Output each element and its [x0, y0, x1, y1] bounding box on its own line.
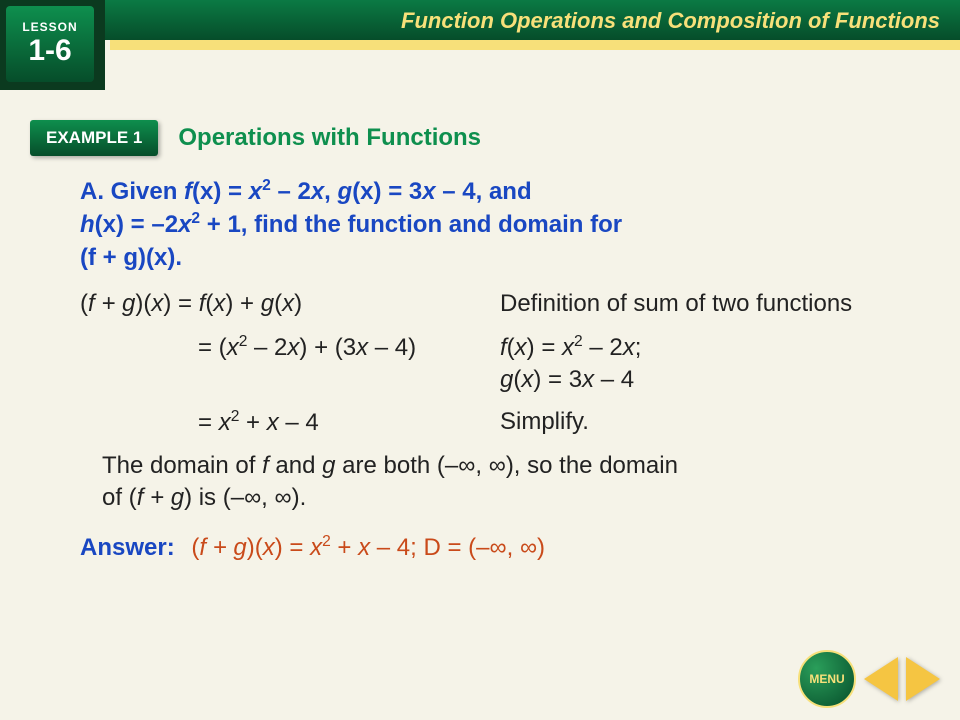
accent-bar — [110, 40, 960, 50]
lesson-label: LESSON — [22, 20, 77, 34]
step-2: = (x2 – 2x) + (3x – 4) f(x) = x2 – 2x;g(… — [80, 331, 900, 397]
content-area: A. Given f(x) = x2 – 2x, g(x) = 3x – 4, … — [80, 175, 900, 564]
answer-expression: (f + g)(x) = x2 + x – 4; D = (–∞, ∞) — [191, 534, 545, 561]
domain-explanation: The domain of f and g are both (–∞, ∞), … — [102, 450, 900, 515]
nav-controls: MENU — [798, 650, 940, 708]
prev-button[interactable] — [864, 657, 898, 701]
header-bar: Function Operations and Composition of F… — [0, 0, 960, 40]
problem-statement: A. Given f(x) = x2 – 2x, g(x) = 3x – 4, … — [80, 175, 900, 274]
menu-button[interactable]: MENU — [798, 650, 856, 708]
lesson-badge: LESSON 1-6 — [0, 0, 110, 95]
example-title: Operations with Functions — [178, 124, 481, 152]
next-button[interactable] — [906, 657, 940, 701]
answer-row: Answer: (f + g)(x) = x2 + x – 4; D = (–∞… — [80, 531, 900, 564]
header-title: Function Operations and Composition of F… — [401, 8, 940, 34]
lesson-number: 1-6 — [28, 34, 71, 68]
example-heading: EXAMPLE 1 Operations with Functions — [30, 120, 930, 156]
example-badge: EXAMPLE 1 — [30, 120, 158, 156]
step-1: (f + g)(x) = f(x) + g(x) Definition of s… — [80, 288, 900, 320]
answer-label: Answer: — [80, 534, 175, 561]
step-3: = x2 + x – 4 Simplify. — [80, 406, 900, 439]
